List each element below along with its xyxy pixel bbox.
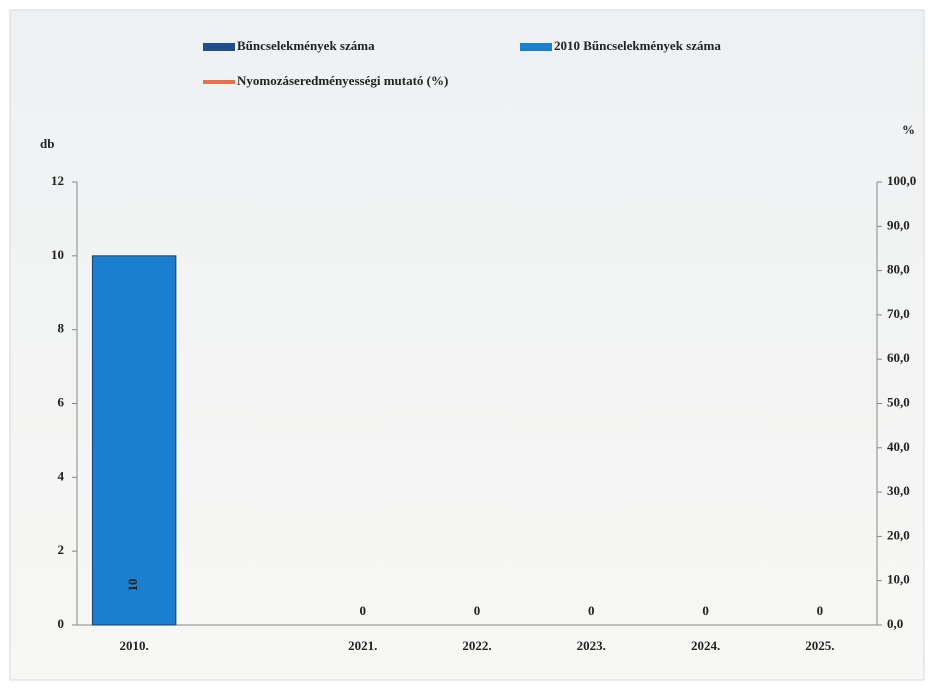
legend-swatch [203, 80, 235, 84]
legend-swatch [520, 43, 552, 51]
x-tick-label: 2022. [462, 638, 491, 653]
data-label: 0 [359, 603, 366, 618]
y2-tick-label: 30,0 [887, 483, 910, 498]
y-tick-label: 12 [51, 173, 64, 188]
y2-tick-label: 100,0 [887, 173, 916, 188]
legend-swatch [203, 43, 235, 51]
data-label: 0 [588, 603, 595, 618]
bar [91, 255, 177, 626]
data-label: 0 [702, 603, 709, 618]
y-axis-label: db [40, 136, 54, 151]
y2-axis-label: % [902, 122, 915, 137]
x-tick-label: 2025. [805, 638, 834, 653]
y2-tick-label: 50,0 [887, 394, 910, 409]
y2-tick-label: 0,0 [887, 616, 903, 631]
y-tick-label: 2 [58, 542, 65, 557]
y-tick-label: 10 [51, 247, 64, 262]
y2-tick-label: 10,0 [887, 572, 910, 587]
y2-tick-label: 90,0 [887, 217, 910, 232]
x-tick-label: 2023. [577, 638, 606, 653]
legend-label: 2010 Bűncselekmények száma [554, 38, 721, 53]
legend-label: Nyomozáseredményességi mutató (%) [237, 73, 448, 88]
x-tick-label: 2021. [348, 638, 377, 653]
y-tick-label: 6 [58, 394, 65, 409]
legend-label: Bűncselekmények száma [237, 38, 375, 53]
y-tick-label: 8 [58, 321, 65, 336]
y2-tick-label: 40,0 [887, 439, 910, 454]
y-tick-label: 4 [58, 468, 65, 483]
y2-tick-label: 20,0 [887, 527, 910, 542]
y2-tick-label: 60,0 [887, 350, 910, 365]
x-tick-label: 2024. [691, 638, 720, 653]
data-label: 0 [817, 603, 824, 618]
data-label: 10 [125, 579, 140, 592]
x-tick-label: 2010. [120, 638, 149, 653]
y2-tick-label: 80,0 [887, 262, 910, 277]
y-tick-label: 0 [58, 616, 65, 631]
data-label: 0 [474, 603, 481, 618]
y2-tick-label: 70,0 [887, 306, 910, 321]
